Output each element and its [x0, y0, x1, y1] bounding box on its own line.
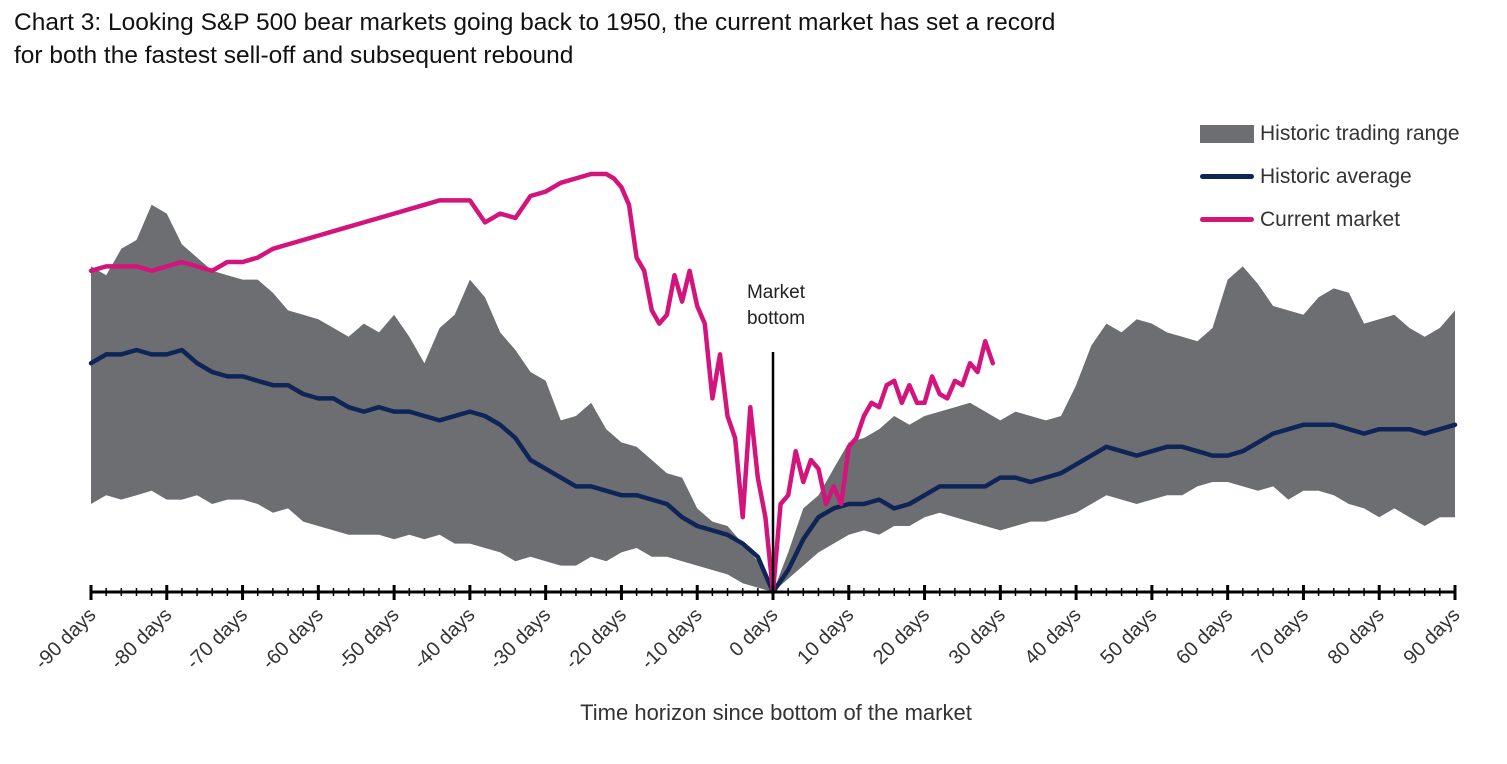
- x-tick-label: -10 days: [637, 604, 707, 674]
- x-tick-label: 30 days: [945, 604, 1010, 669]
- x-tick-label: -20 days: [561, 604, 631, 674]
- legend-item-average: Historic average: [1200, 155, 1460, 198]
- x-tick-label: -40 days: [410, 604, 480, 674]
- x-tick-label: 40 days: [1021, 604, 1086, 669]
- chart-legend: Historic trading range Historic average …: [1200, 112, 1460, 241]
- x-tick-label: -60 days: [258, 604, 328, 674]
- legend-label-current: Current market: [1260, 207, 1401, 231]
- chart-title: Chart 3: Looking S&P 500 bear markets go…: [14, 6, 1314, 72]
- market-bottom-annotation: Market bottom: [736, 280, 816, 332]
- legend-label-range: Historic trading range: [1260, 121, 1460, 145]
- legend-item-range: Historic trading range: [1200, 112, 1460, 155]
- current-market-line: [88, 171, 996, 595]
- x-tick-label: 60 days: [1172, 604, 1237, 669]
- x-tick-label: 80 days: [1324, 604, 1389, 669]
- x-tick-label: 70 days: [1248, 604, 1313, 669]
- legend-item-current: Current market: [1200, 198, 1460, 241]
- x-tick-label: 20 days: [869, 604, 934, 669]
- legend-label-average: Historic average: [1260, 164, 1412, 188]
- historic-trading-range-band: [91, 204, 1455, 593]
- annotation-line-1: Market: [746, 282, 806, 303]
- chart-title-line-2: for both the fastest sell-off and subseq…: [14, 42, 574, 69]
- legend-swatch-range: [1200, 124, 1254, 143]
- x-tick-label: 10 days: [793, 604, 858, 669]
- x-axis-label: Time horizon since bottom of the market: [580, 700, 972, 725]
- legend-swatch-current: [1200, 217, 1254, 222]
- x-tick-label: 90 days: [1399, 604, 1464, 669]
- x-tick-label: 0 days: [725, 604, 782, 661]
- legend-swatch-average: [1200, 174, 1254, 179]
- chart-title-line-1: Chart 3: Looking S&P 500 bear markets go…: [14, 9, 1056, 36]
- x-tick-label: -90 days: [31, 604, 101, 674]
- x-tick-label: -70 days: [182, 604, 252, 674]
- annotation-line-2: bottom: [746, 308, 806, 329]
- x-tick-label: -80 days: [107, 604, 177, 674]
- x-tick-label: -30 days: [485, 604, 555, 674]
- x-tick-label: -50 days: [334, 604, 404, 674]
- x-tick-label: 50 days: [1096, 604, 1161, 669]
